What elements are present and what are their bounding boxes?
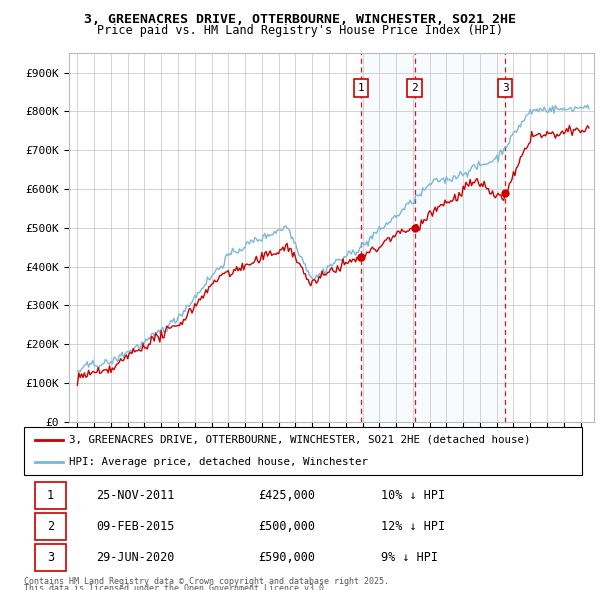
Text: 3, GREENACRES DRIVE, OTTERBOURNE, WINCHESTER, SO21 2HE (detached house): 3, GREENACRES DRIVE, OTTERBOURNE, WINCHE…	[68, 435, 530, 445]
Bar	[35, 482, 66, 509]
Text: Contains HM Land Registry data © Crown copyright and database right 2025.: Contains HM Land Registry data © Crown c…	[24, 577, 389, 586]
Text: 1: 1	[47, 489, 54, 502]
Text: £425,000: £425,000	[259, 489, 316, 502]
Bar	[35, 513, 66, 540]
Text: HPI: Average price, detached house, Winchester: HPI: Average price, detached house, Winc…	[68, 457, 368, 467]
Text: This data is licensed under the Open Government Licence v3.0.: This data is licensed under the Open Gov…	[24, 584, 329, 590]
Text: 29-JUN-2020: 29-JUN-2020	[97, 551, 175, 564]
Text: £590,000: £590,000	[259, 551, 316, 564]
Text: 2: 2	[47, 520, 54, 533]
Text: 12% ↓ HPI: 12% ↓ HPI	[381, 520, 445, 533]
Text: 10% ↓ HPI: 10% ↓ HPI	[381, 489, 445, 502]
Text: 9% ↓ HPI: 9% ↓ HPI	[381, 551, 438, 564]
Bar	[35, 544, 66, 571]
Text: 25-NOV-2011: 25-NOV-2011	[97, 489, 175, 502]
Text: 3, GREENACRES DRIVE, OTTERBOURNE, WINCHESTER, SO21 2HE: 3, GREENACRES DRIVE, OTTERBOURNE, WINCHE…	[84, 13, 516, 26]
Text: 09-FEB-2015: 09-FEB-2015	[97, 520, 175, 533]
Text: Price paid vs. HM Land Registry's House Price Index (HPI): Price paid vs. HM Land Registry's House …	[97, 24, 503, 37]
Text: 3: 3	[502, 83, 508, 93]
Text: 1: 1	[358, 83, 364, 93]
Text: 2: 2	[411, 83, 418, 93]
Text: 3: 3	[47, 551, 54, 564]
Bar	[361, 53, 505, 422]
Text: £500,000: £500,000	[259, 520, 316, 533]
